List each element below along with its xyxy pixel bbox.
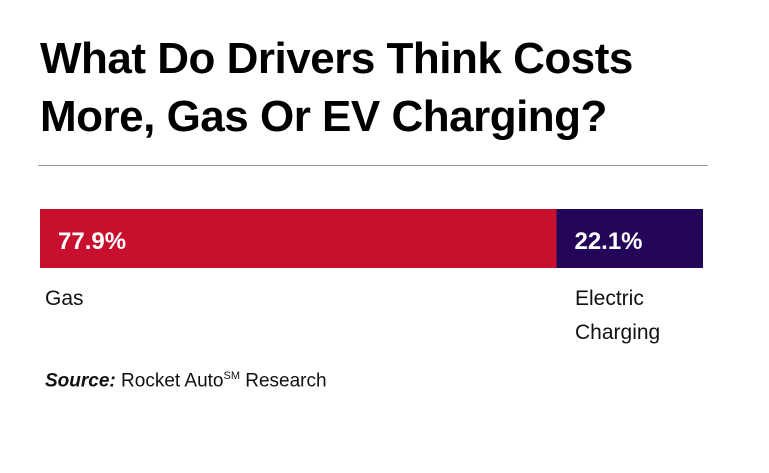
source-label: Source:: [45, 370, 116, 392]
category-label-electric: Electric Charging: [575, 287, 661, 344]
source-sup: SM: [223, 370, 240, 382]
bar-segment-1: [556, 209, 703, 268]
source-note: Source: Rocket AutoSM Research: [45, 370, 327, 392]
source-text2: Research: [239, 370, 327, 392]
source-text: Rocket Auto: [121, 370, 224, 392]
bar-segment-0: [40, 209, 557, 268]
category-label-gas: Gas: [45, 287, 84, 310]
divider: [38, 165, 708, 166]
chart-title: What Do Drivers Think Costs More, Gas Or…: [40, 34, 633, 141]
data-label-0: 77.9%: [58, 228, 126, 255]
data-label-1: 22.1%: [574, 228, 642, 255]
